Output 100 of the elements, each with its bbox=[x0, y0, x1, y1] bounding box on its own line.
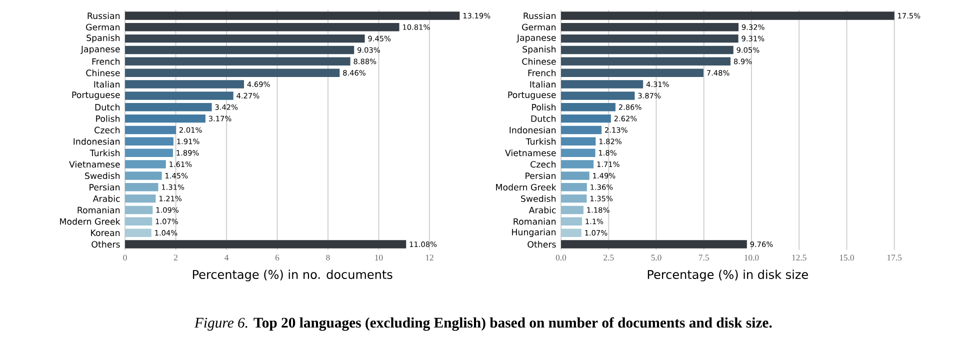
y-tick-label: Others bbox=[528, 240, 556, 248]
bar bbox=[561, 57, 731, 66]
bar bbox=[125, 148, 173, 157]
y-tick-label: Italian bbox=[530, 80, 556, 88]
y-tick-label: Turkish bbox=[90, 149, 120, 156]
bar bbox=[125, 137, 174, 146]
bar bbox=[125, 68, 340, 77]
bar bbox=[125, 80, 244, 88]
y-tick-label: Portuguese bbox=[72, 92, 120, 100]
y-tick-label: Czech bbox=[94, 126, 120, 134]
bar bbox=[125, 217, 152, 226]
bar bbox=[561, 92, 635, 100]
x-tick-label: 10 bbox=[375, 254, 383, 261]
bar bbox=[125, 92, 234, 100]
bar bbox=[125, 12, 460, 20]
bar bbox=[125, 172, 162, 180]
text: Figure 6. Top 20 languages (excluding English) based on number of documents and disk size. bbox=[194, 317, 772, 331]
bar bbox=[125, 57, 350, 66]
y-tick-label: Romanian bbox=[78, 206, 120, 214]
y-tick-label: Polish bbox=[532, 104, 556, 110]
y-tick-label: Modern Greek bbox=[60, 218, 120, 225]
bar bbox=[561, 240, 747, 248]
bar bbox=[561, 206, 584, 214]
y-tick-label: Spanish bbox=[86, 34, 120, 43]
y-tick-label: Indonesian bbox=[510, 126, 556, 134]
y-tick-label: Persian bbox=[526, 172, 556, 180]
x-tick-label: 12 bbox=[426, 254, 434, 260]
bar bbox=[125, 23, 400, 32]
y-tick-label: Vietnamese bbox=[505, 149, 556, 156]
y-tick-label: Hungarian bbox=[512, 228, 556, 238]
bar bbox=[561, 34, 738, 43]
bar bbox=[125, 206, 153, 214]
y-tick-label: Indonesian bbox=[74, 138, 120, 145]
x-tick-label: 2.5 bbox=[604, 254, 614, 261]
y-tick-label: Vietnamese bbox=[69, 160, 120, 168]
x-tick-label: 8 bbox=[326, 254, 330, 261]
bar bbox=[561, 114, 611, 123]
y-tick-label: Czech bbox=[530, 160, 556, 168]
bar bbox=[125, 46, 354, 54]
y-tick-label: French bbox=[528, 69, 556, 76]
y-tick-label: Persian bbox=[90, 184, 120, 190]
y-tick-label: Japanese bbox=[80, 46, 120, 54]
bar bbox=[561, 126, 602, 134]
x-tick-label: 0.0 bbox=[556, 254, 566, 261]
bar bbox=[561, 137, 596, 146]
bar bbox=[125, 228, 152, 237]
bar bbox=[561, 12, 894, 20]
bar bbox=[561, 228, 582, 237]
x-axis-title: Percentage (%) in disk size bbox=[648, 270, 808, 282]
bar bbox=[125, 183, 158, 192]
bar bbox=[125, 34, 365, 43]
x-tick-label: 2 bbox=[174, 254, 178, 260]
y-tick-label: Others bbox=[92, 240, 120, 248]
y-tick-label: Dutch bbox=[95, 104, 120, 110]
bar bbox=[561, 68, 704, 77]
y-tick-label: Arabic bbox=[92, 195, 120, 202]
bar bbox=[561, 160, 594, 168]
y-tick-label: Japanese bbox=[516, 34, 556, 43]
bar bbox=[561, 80, 644, 88]
y-tick-label: Italian bbox=[94, 80, 120, 88]
x-tick-label: 15.0 bbox=[840, 254, 854, 261]
y-tick-label: Polish bbox=[96, 115, 120, 122]
y-tick-label: Chinese bbox=[522, 58, 556, 65]
x-tick-label: 7.5 bbox=[699, 254, 709, 260]
x-tick-label: 4 bbox=[224, 254, 229, 260]
x-axis-title: Percentage (%) in no. documents bbox=[192, 270, 392, 282]
y-tick-label: Turkish bbox=[526, 138, 556, 145]
x-tick-label: 6 bbox=[275, 254, 280, 261]
y-tick-label: Spanish bbox=[522, 46, 556, 54]
y-tick-label: Chinese bbox=[86, 69, 120, 76]
y-tick-label: Dutch bbox=[531, 115, 556, 122]
bar bbox=[125, 114, 206, 123]
y-tick-label: French bbox=[92, 58, 120, 65]
y-tick-label: Russian bbox=[88, 12, 120, 20]
bar bbox=[561, 217, 582, 226]
y-tick-label: Russian bbox=[524, 12, 556, 20]
bar bbox=[561, 172, 590, 180]
x-tick-label: 12.5 bbox=[792, 254, 806, 261]
y-tick-label: Swedish bbox=[85, 172, 120, 180]
y-tick-label: Modern Greek bbox=[496, 184, 556, 190]
bar bbox=[561, 183, 587, 192]
y-tick-label: Romanian bbox=[514, 218, 556, 225]
y-tick-label: German bbox=[522, 24, 556, 30]
bar bbox=[125, 194, 156, 203]
x-tick-label: 10.0 bbox=[744, 254, 759, 261]
bar bbox=[561, 23, 739, 32]
x-tick-label: 0 bbox=[123, 254, 127, 261]
bar bbox=[125, 103, 212, 112]
x-tick-label: 17.5 bbox=[888, 254, 902, 261]
y-tick-label: Arabic bbox=[528, 206, 556, 214]
bar bbox=[561, 46, 734, 54]
x-tick-label: 5.0 bbox=[651, 254, 662, 261]
y-tick-label: German bbox=[86, 24, 120, 30]
y-tick-label: Portuguese bbox=[508, 92, 556, 100]
bar bbox=[125, 240, 406, 248]
y-tick-label: Swedish bbox=[521, 195, 556, 202]
bar bbox=[561, 194, 587, 203]
bar bbox=[561, 103, 616, 112]
bar bbox=[125, 126, 176, 134]
bar bbox=[561, 148, 596, 157]
